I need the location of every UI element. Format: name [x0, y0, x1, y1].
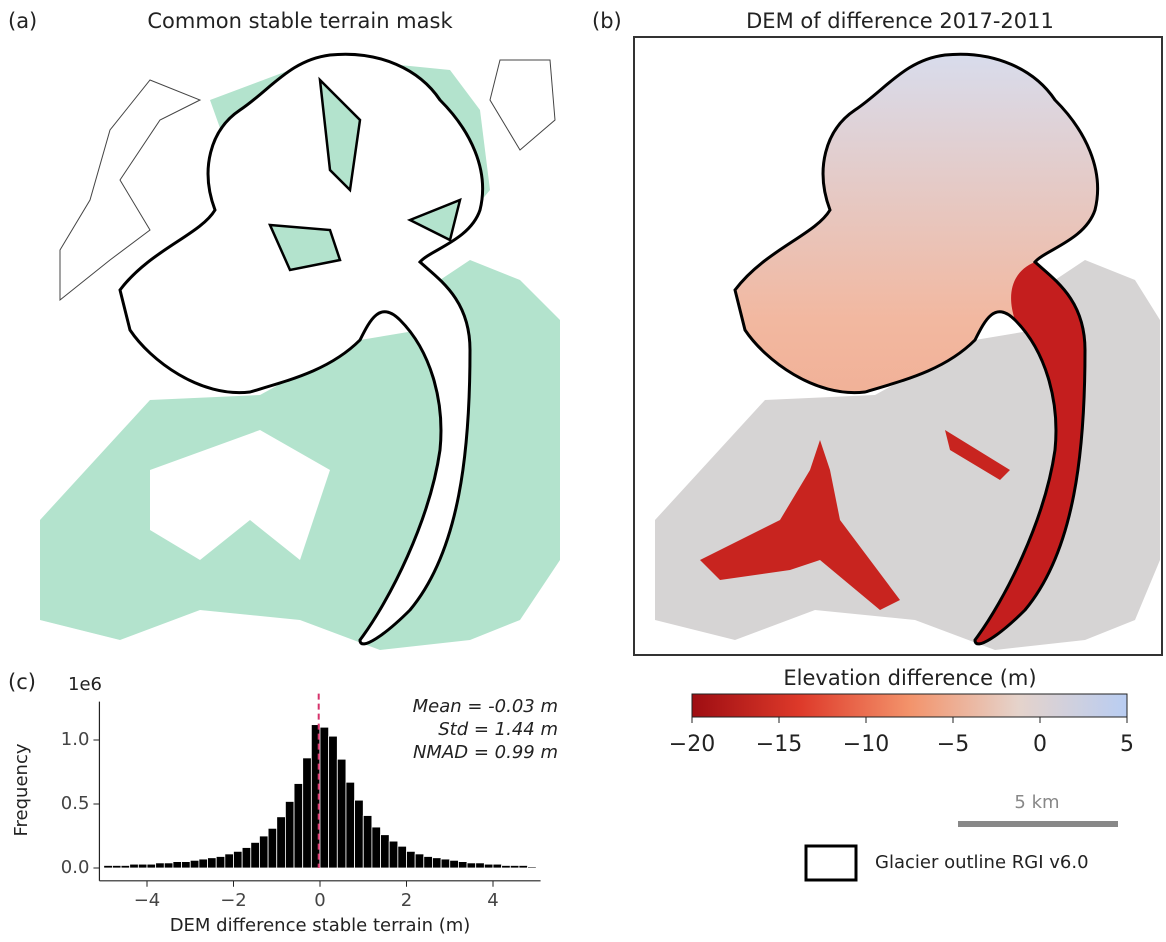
histogram-bar	[103, 865, 113, 869]
scale-bar-label: 5 km	[1014, 792, 1059, 813]
stat-annotation: NMAD = 0.99 m	[413, 742, 558, 763]
stat-annotation: Mean = -0.03 m	[413, 696, 558, 717]
histogram-bar	[466, 862, 477, 869]
map-title: Common stable terrain mask	[147, 9, 453, 33]
histogram-bar	[354, 799, 364, 869]
histogram-bar	[501, 865, 511, 869]
y-offset-label: 1e6	[68, 674, 102, 695]
histogram-bar	[319, 726, 330, 869]
histogram-bar	[241, 847, 252, 869]
histogram-bar	[293, 783, 304, 869]
map-title: DEM of difference 2017-2011	[746, 9, 1054, 33]
histogram-bar	[267, 827, 278, 869]
y-tick-label: 1.0	[61, 729, 90, 750]
histogram-bar	[189, 859, 200, 869]
y-tick-label: 0.0	[61, 857, 90, 878]
x-tick-label: −2	[220, 890, 247, 911]
histogram-bar	[414, 853, 425, 869]
colorbar-label: Elevation difference (m)	[783, 666, 1036, 690]
histogram-bar	[207, 857, 217, 869]
colorbar-tick-label: −5	[937, 732, 969, 757]
histogram-bar	[492, 863, 503, 869]
histogram-bar	[250, 842, 260, 869]
histogram-bar	[345, 781, 356, 869]
histogram-bar	[146, 863, 157, 869]
histogram-bar	[163, 862, 174, 869]
histogram-bar	[371, 826, 381, 869]
histogram-bar	[527, 866, 537, 869]
panel-label: (b)	[592, 9, 622, 33]
histogram-bar	[336, 758, 347, 869]
nunatak	[268, 76, 462, 272]
histogram-bar	[284, 801, 295, 869]
panel-label: (a)	[8, 9, 37, 33]
histogram-bar	[423, 856, 433, 869]
histogram-bar	[112, 865, 122, 869]
terrain-outline	[59, 59, 556, 302]
histogram-bar	[137, 863, 148, 869]
colorbar-tick-label: −20	[669, 732, 715, 757]
glacier-thinning	[700, 430, 1010, 610]
histogram-bar	[181, 861, 191, 869]
x-tick-label: 0	[314, 890, 325, 911]
histogram-bar	[215, 856, 226, 869]
histogram-bar	[233, 850, 243, 869]
x-axis-label: DEM difference stable terrain (m)	[170, 915, 471, 936]
colorbar	[691, 693, 1128, 718]
histogram-bar	[328, 735, 338, 869]
x-tick-label: 4	[487, 890, 498, 911]
histogram-bar	[475, 862, 485, 869]
panel-label: (c)	[8, 670, 36, 694]
legend-swatch	[804, 844, 858, 882]
colorbar-tick-label: −10	[843, 732, 889, 757]
histogram-bar	[276, 816, 286, 869]
histogram-bar	[155, 862, 165, 869]
histogram-bar	[172, 861, 182, 869]
x-tick-label: 2	[401, 890, 412, 911]
histogram-bar	[440, 858, 451, 869]
histogram-bar	[406, 850, 416, 869]
histogram-bar	[380, 834, 390, 869]
y-tick-label: 0.5	[61, 793, 90, 814]
histogram-bar	[457, 861, 468, 869]
map-a	[40, 52, 560, 650]
histogram-bar	[120, 865, 131, 869]
histogram-bar	[362, 815, 373, 869]
histogram-bar	[449, 859, 459, 869]
histogram-bar	[302, 757, 312, 869]
colorbar-tick-label: −15	[756, 732, 802, 757]
stat-annotation: Std = 1.44 m	[438, 719, 558, 740]
map-b	[633, 36, 1163, 656]
colorbar-tick-label: 0	[1033, 732, 1047, 757]
legend-label: Glacier outline RGI v6.0	[875, 852, 1089, 873]
colorbar-tick-label: 5	[1120, 732, 1134, 757]
histogram-bar	[509, 865, 520, 869]
histogram-bar	[432, 857, 442, 869]
histogram-bar	[259, 835, 269, 869]
histogram-bar	[198, 858, 208, 869]
histogram-bar	[388, 840, 399, 869]
histogram-bar	[483, 863, 494, 869]
mask-gap	[150, 430, 330, 560]
x-tick-label: −4	[134, 890, 161, 911]
y-axis-label: Frequency	[11, 743, 32, 836]
histogram-bar	[518, 865, 529, 869]
histogram-bar	[224, 853, 234, 869]
histogram-bar	[129, 863, 139, 869]
histogram-bar	[397, 845, 407, 869]
